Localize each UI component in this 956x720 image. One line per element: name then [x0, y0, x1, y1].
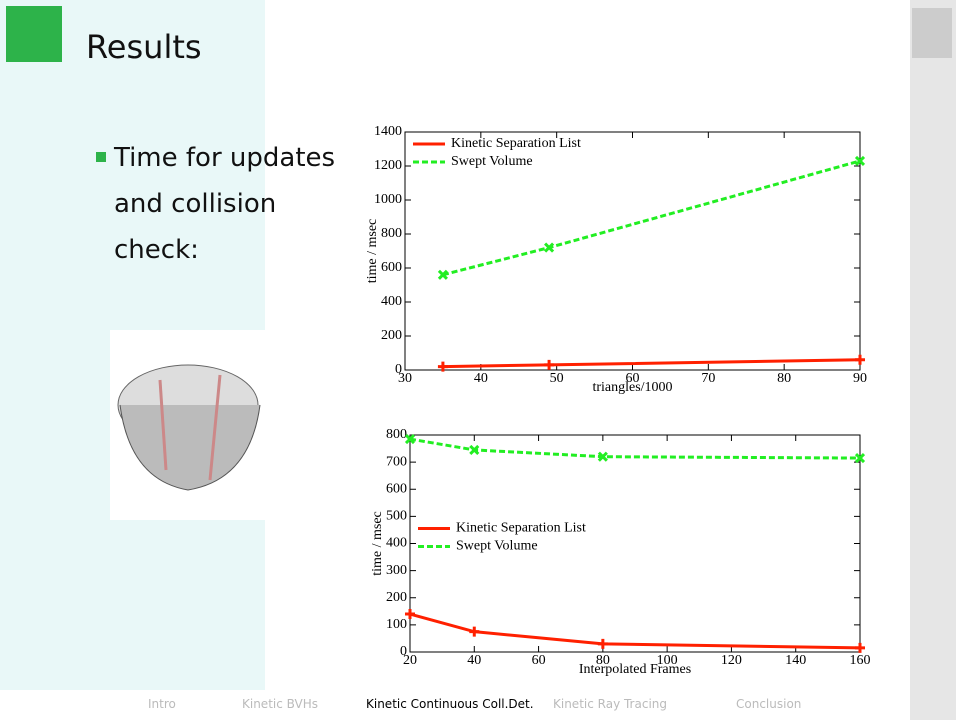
- x-tick-label: 60: [532, 653, 546, 668]
- x-tick-label: 160: [850, 653, 871, 668]
- legend-label: Swept Volume: [456, 539, 538, 554]
- x-tick-label: 90: [853, 371, 867, 386]
- x-tick-label: 140: [785, 653, 806, 668]
- y-tick-label: 100: [386, 617, 407, 632]
- legend-label: Swept Volume: [451, 154, 533, 169]
- x-tick-label: 40: [474, 371, 488, 386]
- x-tick-label: 70: [701, 371, 715, 386]
- y-tick-label: 600: [381, 260, 402, 275]
- x-tick-label: 120: [721, 653, 742, 668]
- y-tick-label: 600: [386, 481, 407, 496]
- x-axis-label: Interpolated Frames: [579, 662, 691, 677]
- y-tick-label: 200: [386, 590, 407, 605]
- y-tick-label: 300: [386, 563, 407, 578]
- x-axis-label: triangles/1000: [592, 380, 672, 395]
- y-tick-label: 800: [381, 226, 402, 241]
- y-tick-label: 1400: [374, 124, 402, 139]
- y-axis-label: time / msec: [370, 511, 385, 576]
- legend-label: Kinetic Separation List: [451, 136, 581, 151]
- y-tick-label: 0: [400, 644, 407, 659]
- y-tick-label: 1200: [374, 158, 402, 173]
- y-tick-label: 200: [381, 328, 402, 343]
- x-tick-label: 80: [777, 371, 791, 386]
- y-tick-label: 800: [386, 427, 407, 442]
- x-tick-label: 50: [550, 371, 564, 386]
- slide: Results Time for updates and collision c…: [0, 0, 956, 720]
- y-tick-label: 400: [386, 536, 407, 551]
- y-tick-label: 1000: [374, 192, 402, 207]
- y-tick-label: 500: [386, 509, 407, 524]
- x-tick-label: 40: [467, 653, 481, 668]
- charts: 304050607080900200400600800100012001400t…: [0, 0, 956, 720]
- y-tick-label: 400: [381, 294, 402, 309]
- legend-label: Kinetic Separation List: [456, 521, 586, 536]
- y-tick-label: 0: [395, 362, 402, 377]
- y-tick-label: 700: [386, 454, 407, 469]
- y-axis-label: time / msec: [365, 219, 380, 284]
